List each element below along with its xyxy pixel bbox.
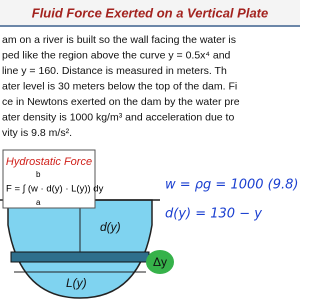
formula-box [2,149,96,209]
depth-label: d(y) [100,220,121,234]
strip-label: Δy [153,255,167,269]
work-line: w = ρg = 1000 (9.8) = 98 [165,178,300,193]
problem-line: ater level is 30 meters below the top of… [2,80,237,92]
length-label: L(y) [66,276,87,290]
problem-line: vity is 9.8 m/s². [2,127,72,139]
lower-limit: a [36,198,41,207]
problem-line: ce in Newtons exerted on the dam by the … [2,96,240,108]
strip-highlight [146,250,174,274]
page: Fluid Force Exerted on a Vertical Plate … [0,0,300,300]
problem-line: line y = 160. Distance is measured in me… [2,65,227,77]
work-line: d(y) = 130 − y [165,207,262,222]
problem-line: am on a river is built so the wall facin… [2,34,236,46]
upper-limit: b [36,170,41,179]
formula: F = ∫ (w · d(y) · L(y)) dy [6,184,104,195]
problem-text: am on a river is built so the wall facin… [2,34,240,139]
problem-line: ater density is 1000 kg/m³ and accelerat… [2,111,234,123]
formula-title: Hydrostatic Force [6,156,92,168]
title-bar [0,0,300,26]
strip [10,251,150,263]
title: Fluid Force Exerted on a Vertical Plate [32,5,268,20]
problem-line: ped like the region above the curve y = … [2,49,231,61]
